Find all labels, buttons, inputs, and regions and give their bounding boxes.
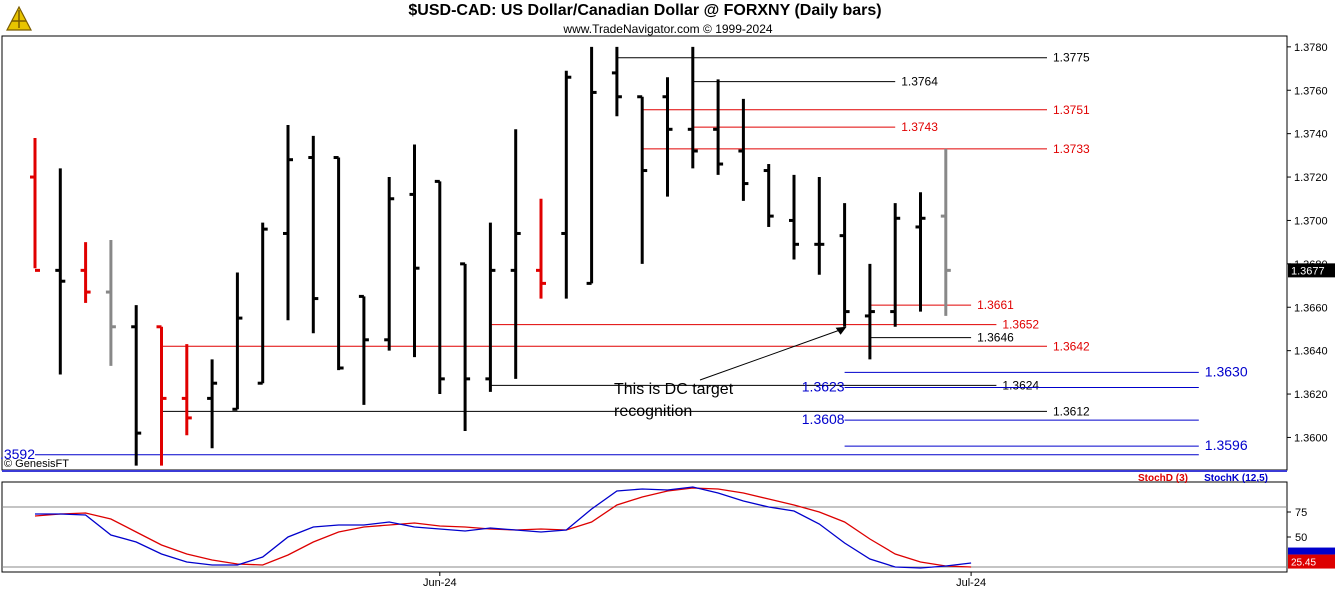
current-price-box: [1288, 263, 1335, 278]
level-label-1.3612: 1.3612: [1053, 404, 1090, 418]
ohlc-bar: [485, 222, 496, 392]
ohlc-bar: [814, 177, 825, 275]
ohlc-bars: [30, 46, 951, 466]
ohlc-bar: [55, 168, 66, 375]
ohlc-bar: [80, 242, 91, 303]
ohlc-bar: [333, 156, 344, 371]
ohlc-bar: [409, 144, 420, 358]
ohlc-bar: [536, 198, 546, 299]
stoch-line-StochD (3): [34, 487, 972, 568]
ohlc-bar: [611, 46, 622, 117]
y-tick-label: 1.3740: [1294, 129, 1328, 141]
annotation-arrow-head: [835, 326, 847, 335]
ohlc-bar: [232, 272, 243, 411]
stochastic-panel: StochD (3) StochK (12,5) 75 50 25.45: [1, 473, 1335, 573]
ohlc-bar: [156, 325, 167, 466]
annotation-group: This is DC target recognition: [614, 326, 847, 420]
level-label-1.3624: 1.3624: [1002, 378, 1039, 392]
legend-stoch-d: StochD (3): [1138, 473, 1188, 484]
ohlc-bar: [637, 95, 648, 264]
ohlc-bar: [207, 359, 218, 449]
stoch-value-box: [1288, 554, 1335, 569]
ohlc-bar: [789, 174, 799, 260]
annotation-text-line1: This is DC target: [614, 381, 734, 398]
y-tick-label: 1.3620: [1294, 389, 1328, 401]
level-label-1.3751: 1.3751: [1053, 103, 1090, 117]
y-tick-label: 1.3640: [1294, 346, 1328, 358]
level-label-1.3596: 1.3596: [1205, 437, 1248, 453]
annotation-text-line2: recognition: [614, 403, 692, 420]
ohlc-bar: [358, 294, 369, 405]
level-label-1.3775: 1.3775: [1053, 51, 1090, 65]
ohlc-bar: [460, 262, 471, 431]
level-label-1.3652: 1.3652: [1002, 318, 1039, 332]
ohlc-bar: [839, 203, 850, 327]
price-panel-frame: [1, 35, 1288, 472]
y-tick-label: 1.3700: [1294, 215, 1328, 227]
ohlc-bar: [181, 344, 192, 436]
ohlc-bar: [940, 148, 951, 316]
y-tick-label: 1.3720: [1294, 172, 1328, 184]
chart-subtitle: www.TradeNavigator.com © 1999-2024: [563, 22, 773, 36]
level-label-1.3661: 1.3661: [977, 298, 1014, 312]
ohlc-bar: [864, 263, 875, 360]
current-price-label: 1.3677: [1291, 265, 1325, 277]
x-tick-label: Jun-24: [423, 577, 457, 589]
ohlc-bar: [586, 46, 597, 285]
ohlc-bar: [434, 179, 445, 395]
chart-title: $USD-CAD: US Dollar/Canadian Dollar @ FO…: [408, 2, 882, 19]
ohlc-bar: [662, 77, 673, 197]
level-label-1.3642: 1.3642: [1053, 339, 1090, 353]
level-label-1.3646: 1.3646: [977, 331, 1014, 345]
level-label-1.3764: 1.3764: [901, 75, 938, 89]
date-axis: Jun-24 Jul-24: [423, 572, 986, 589]
ohlc-bar: [713, 79, 724, 175]
ohlc-bar: [384, 177, 395, 351]
stoch-line-StochK (12,5): [35, 486, 972, 569]
stoch-tick-label: 75: [1295, 507, 1307, 519]
ohlc-bar: [915, 192, 926, 312]
price-axis: 1.37801.37601.37401.37201.37001.36801.36…: [1287, 42, 1335, 444]
ohlc-bar: [131, 305, 142, 466]
stoch-value-label: 25.45: [1291, 558, 1316, 569]
target-level-lines: 1.3775 1.3764 1.3751 1.3743 1.3733 1.3661 1.36…: [0, 51, 1248, 462]
legend-stoch-k: StochK (12,5): [1204, 473, 1268, 484]
trade-navigator-logo-icon: [6, 5, 32, 31]
ohlc-bar: [561, 70, 572, 299]
annotation-arrow-line: [699, 329, 841, 381]
ohlc-bar: [763, 164, 774, 227]
y-tick-label: 1.3660: [1294, 302, 1328, 314]
ohlc-bar: [257, 222, 268, 385]
ohlc-bar: [510, 129, 521, 379]
copyright-label: © GenesisFT: [4, 458, 69, 470]
stoch-k-marker: [1288, 547, 1335, 555]
ohlc-bar: [687, 46, 698, 169]
ohlc-bar: [105, 239, 116, 366]
ohlc-bar: [738, 98, 749, 201]
level-label-1.3743: 1.3743: [901, 120, 938, 134]
level-label-1.3623: 1.3623: [802, 379, 845, 395]
level-label-1.3733: 1.3733: [1053, 142, 1090, 156]
ohlc-bar: [283, 124, 293, 321]
stoch-tick-label: 50: [1295, 532, 1307, 544]
level-label-1.3608: 1.3608: [802, 411, 845, 427]
level-label-1.3630: 1.3630: [1205, 363, 1248, 379]
y-tick-label: 1.3780: [1294, 42, 1328, 54]
stoch-plot-border: [1, 481, 1288, 573]
ohlc-bar: [308, 135, 319, 334]
ohlc-bar: [890, 203, 901, 327]
level-label-1.3592: 1.3592: [0, 446, 35, 462]
x-tick-label: Jul-24: [956, 577, 986, 589]
y-tick-label: 1.3760: [1294, 85, 1328, 97]
y-tick-label: 1.3600: [1294, 432, 1328, 444]
ohlc-bar: [30, 137, 40, 272]
